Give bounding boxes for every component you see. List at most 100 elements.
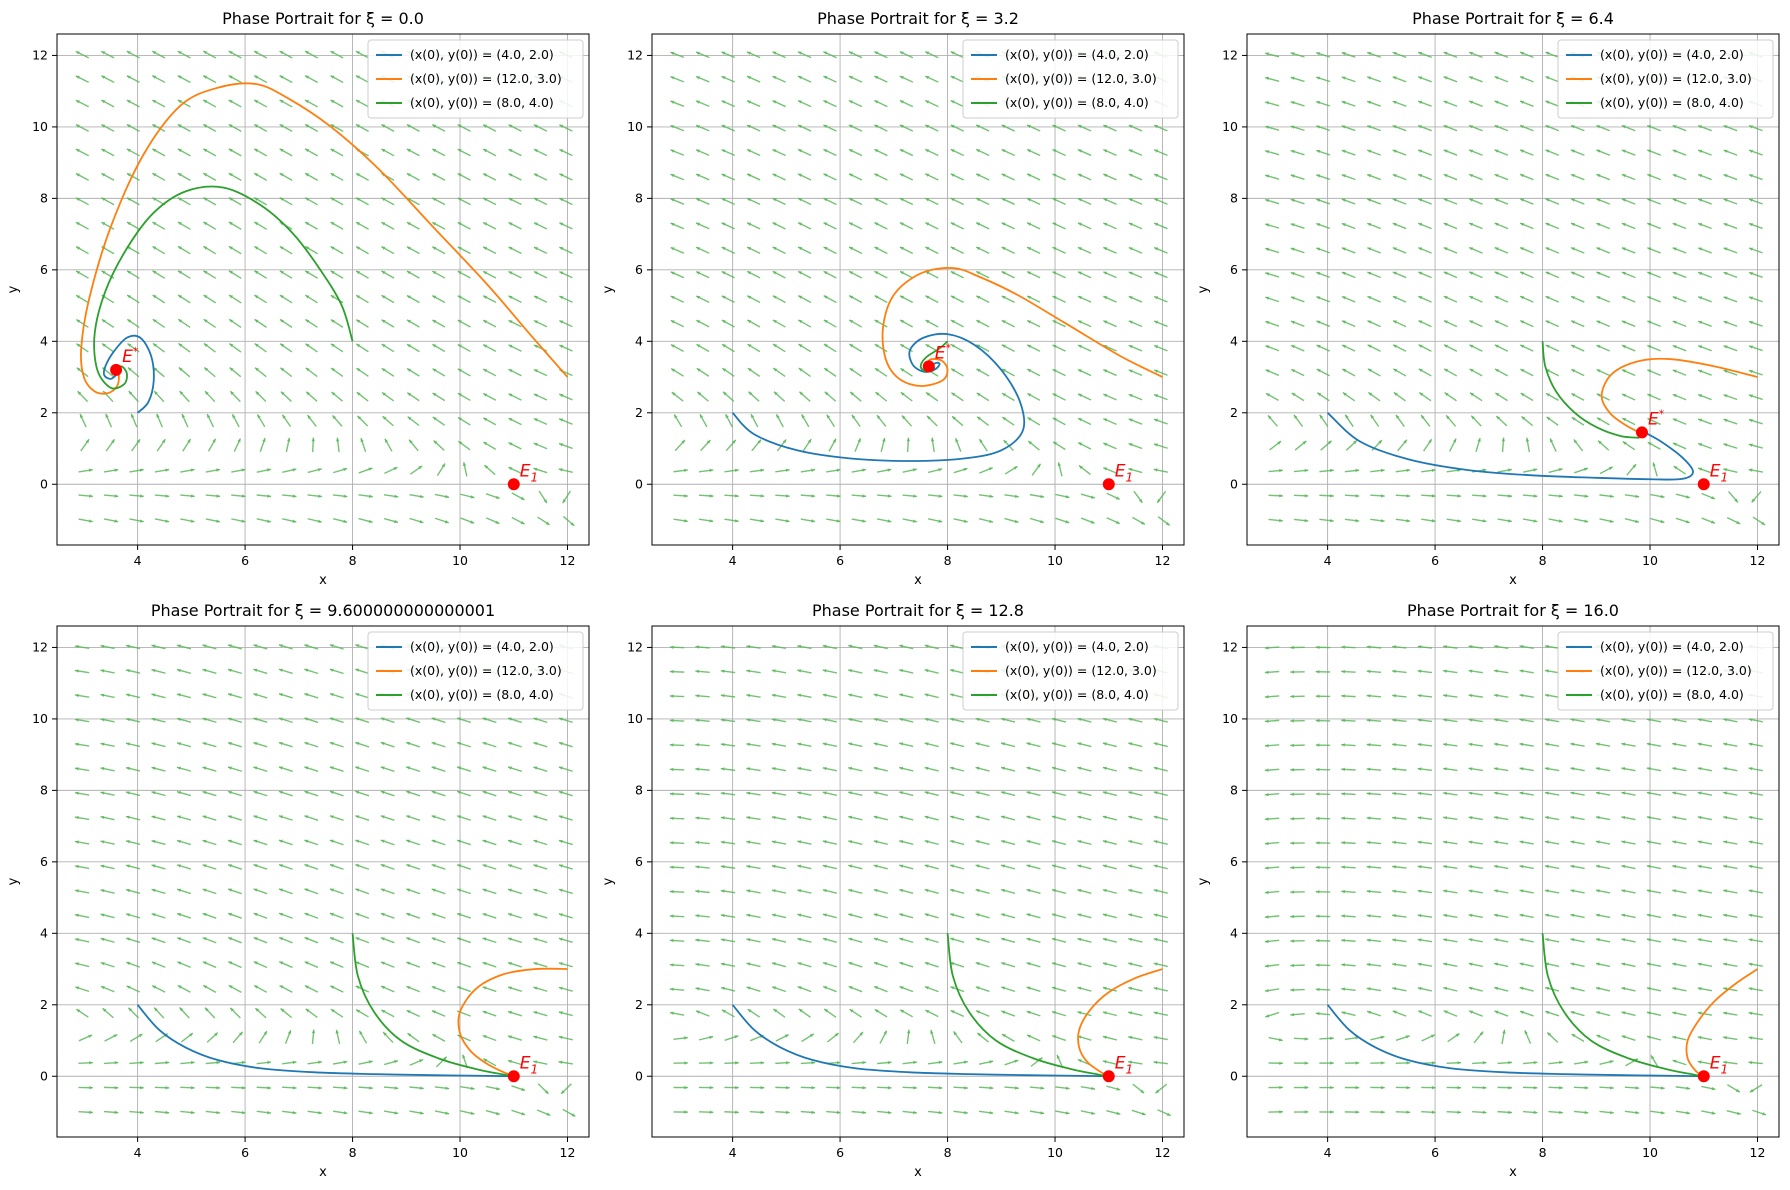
quiver-arrowhead <box>406 173 411 177</box>
quiver-arrowhead <box>822 937 827 942</box>
quiver-arrowhead <box>1316 296 1321 300</box>
quiver-arrowhead <box>1468 742 1473 747</box>
quiver-arrowhead <box>1290 865 1294 870</box>
quiver-arrowhead <box>1545 100 1550 104</box>
quiver-arrowhead <box>355 173 360 177</box>
quiver-arrowhead <box>1052 986 1056 990</box>
quiver-arrowhead <box>1547 1032 1552 1037</box>
quiver-arrowhead <box>279 197 284 201</box>
y-tick-label: 10 <box>32 119 48 134</box>
quiver-arrowhead <box>798 1008 803 1013</box>
quiver-arrowhead <box>1264 915 1269 919</box>
quiver-arrowhead <box>1355 1085 1360 1090</box>
quiver-arrowhead <box>883 1030 887 1035</box>
quiver-arrowhead <box>1393 392 1398 396</box>
quiver-arrowhead <box>1430 1034 1435 1038</box>
quiver-arrowhead <box>1672 223 1677 227</box>
quiver-arrowhead <box>1316 76 1321 80</box>
quiver-arrowhead <box>797 644 802 649</box>
quiver-arrowhead <box>1367 368 1372 373</box>
quiver-arrowhead <box>1749 149 1754 154</box>
quiver-arrowhead <box>355 51 360 55</box>
quiver-arrowhead <box>406 222 411 226</box>
quiver-arrowhead <box>508 790 512 795</box>
quiver-arrowhead <box>228 51 233 55</box>
quiver-arrowhead <box>1265 223 1270 227</box>
quiver-arrowhead <box>746 962 751 966</box>
quiver-arrowhead <box>1128 937 1133 942</box>
y-axis-label: y <box>6 877 21 885</box>
quiver-arrowhead <box>1153 913 1158 917</box>
quiver-arrowhead <box>1381 1110 1385 1114</box>
legend-entry: (x(0), y(0)) = (4.0, 2.0) <box>1005 47 1149 62</box>
quiver-arrowhead <box>1091 1086 1096 1091</box>
quiver-arrowhead <box>457 790 462 795</box>
quiver-arrowhead <box>317 519 322 523</box>
quiver-arrowhead <box>938 1060 943 1065</box>
quiver-arrowhead <box>126 961 131 966</box>
quiver-arrowhead <box>834 1033 839 1037</box>
quiver-arrowhead <box>924 937 929 941</box>
quiver-arrowhead <box>508 247 513 251</box>
quiver-arrowhead <box>785 1110 790 1115</box>
quiver-arrowhead <box>976 344 981 348</box>
quiver-arrowhead <box>228 839 232 844</box>
quiver-arrowhead <box>1482 1085 1487 1090</box>
y-tick-label: 0 <box>40 476 48 491</box>
quiver-arrowhead <box>329 839 334 843</box>
quiver-arrowhead <box>318 1086 322 1090</box>
quiver-arrowhead <box>431 766 436 770</box>
quiver-arrowhead <box>138 1034 143 1038</box>
quiver-arrowhead <box>1418 149 1423 153</box>
quiver-arrowhead <box>836 1110 841 1115</box>
quiver-arrowhead <box>558 962 563 966</box>
quiver-arrowhead <box>305 295 310 299</box>
quiver-arrowhead <box>279 173 284 177</box>
quiver-arrowhead <box>330 124 335 128</box>
quiver-arrowhead <box>887 468 892 472</box>
quiver-arrowhead <box>1418 100 1423 105</box>
quiver-arrowhead <box>1265 1014 1270 1018</box>
quiver-arrowhead <box>1392 198 1397 202</box>
quiver-arrowhead <box>1570 864 1575 869</box>
quiver-arrowhead <box>684 494 688 498</box>
quiver-arrowhead <box>1392 125 1397 129</box>
quiver-arrowhead <box>1341 1011 1346 1015</box>
quiver-arrowhead <box>278 644 283 648</box>
quiver-arrowhead <box>508 271 513 275</box>
quiver-arrowhead <box>669 987 674 992</box>
quiver-arrowhead <box>318 494 322 498</box>
quiver-arrowhead <box>1128 173 1133 178</box>
quiver-arrowhead <box>355 961 360 965</box>
quiver-arrowhead <box>176 693 181 697</box>
quiver-arrowhead <box>696 173 701 178</box>
quiver-arrowhead <box>1494 222 1499 227</box>
quiver-arrowhead <box>1635 1110 1640 1115</box>
quiver-arrowhead <box>533 222 538 226</box>
quiver-arrowhead <box>202 864 207 868</box>
quiver-arrowhead <box>355 937 360 941</box>
legend-entry: (x(0), y(0)) = (8.0, 4.0) <box>410 95 554 110</box>
quiver-arrowhead <box>1621 174 1626 178</box>
quiver-arrowhead <box>784 1034 789 1038</box>
quiver-arrowhead <box>330 937 335 941</box>
quiver-arrowhead <box>913 1110 917 1115</box>
quiver-arrowhead <box>126 100 131 104</box>
quiver-arrowhead <box>1570 767 1575 771</box>
quiver-arrowhead <box>695 889 700 894</box>
quiver-arrowhead <box>720 669 725 673</box>
quiver-arrowhead <box>1748 394 1753 398</box>
trajectory-series-3 <box>946 933 1109 1078</box>
quiver-arrowhead <box>874 149 879 153</box>
panel-title: Phase Portrait for ξ = 6.4 <box>1412 9 1614 28</box>
quiver-arrowhead <box>938 468 943 472</box>
quiver-arrowhead <box>559 247 564 251</box>
x-tick-label: 6 <box>241 1145 249 1160</box>
quiver-arrowhead <box>216 1060 221 1065</box>
quiver-arrowhead <box>533 766 538 770</box>
quiver-arrowhead <box>1494 913 1498 918</box>
quiver-arrowhead <box>1153 468 1158 472</box>
quiver-arrowhead <box>1103 369 1108 373</box>
quiver-arrowhead <box>1265 320 1270 325</box>
